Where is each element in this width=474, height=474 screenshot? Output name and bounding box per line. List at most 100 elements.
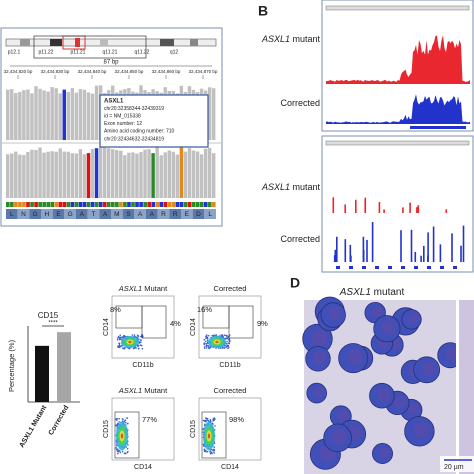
label-text: Corrected [214, 284, 247, 293]
event [203, 450, 206, 452]
event [215, 334, 218, 336]
popup-line: chr20:32434632-32434819 [104, 136, 164, 142]
coverage-bar [115, 150, 119, 198]
codon-box [76, 209, 88, 219]
panel-letter: B [258, 3, 268, 19]
event [212, 420, 214, 422]
nucleotide [159, 202, 164, 207]
coverage-bar [38, 147, 42, 198]
event [226, 344, 228, 346]
event [118, 346, 121, 349]
event [117, 422, 119, 425]
nucleus [371, 306, 383, 318]
event [140, 335, 142, 338]
label-text: mutant [374, 287, 405, 298]
gene-name: ASXL1 [261, 182, 290, 192]
nucleotide [98, 202, 103, 207]
event [213, 449, 216, 452]
coverage-bar [70, 88, 75, 140]
coverage-bar [159, 155, 163, 198]
event [223, 334, 226, 337]
nucleus [377, 387, 391, 402]
event [223, 347, 225, 349]
popup-line: ASXL1 [104, 99, 124, 105]
popup-line: chr20:32358344-32439319 [104, 106, 164, 112]
nucleus [413, 422, 430, 439]
density [215, 340, 219, 344]
event [121, 420, 124, 423]
ideogram-band [190, 39, 198, 46]
popup-line: id = NM_015338 [104, 114, 141, 120]
exon [414, 266, 418, 269]
gene-name: ASXL1 [339, 287, 371, 298]
amino-acid: A [80, 211, 85, 218]
amino-acid: E [56, 211, 61, 218]
coverage-bar [70, 153, 75, 198]
event [225, 334, 227, 337]
event [126, 448, 129, 450]
nucleotide [163, 202, 168, 207]
event [227, 347, 229, 350]
event [121, 344, 123, 347]
event [205, 345, 207, 348]
nucleotide [26, 202, 30, 207]
event [210, 420, 212, 423]
event [203, 342, 205, 344]
coverage-bar [22, 90, 26, 140]
event [116, 419, 118, 421]
nucleotide [10, 202, 14, 207]
nucleotide [143, 202, 147, 207]
codon-box [157, 209, 170, 219]
amino-acid: L [208, 211, 212, 218]
codon-box [192, 209, 205, 219]
coverage-bar [179, 147, 184, 198]
coverage-spike [460, 245, 462, 262]
x-tick-label: ASXL1 Mutant [19, 404, 49, 449]
nucleotide [18, 202, 22, 207]
coverage-bar [10, 89, 14, 140]
coverage-bar [14, 151, 18, 198]
coverage-spike [344, 239, 347, 262]
ideogram [5, 38, 217, 47]
event [227, 338, 230, 341]
event [115, 425, 118, 427]
event [122, 418, 124, 421]
coverage-spike [402, 207, 404, 213]
event [203, 449, 206, 451]
event [209, 419, 212, 421]
gene-name: ASXL1 [118, 284, 142, 293]
event [127, 422, 129, 425]
coverage-spike [332, 197, 335, 213]
coverage-bar [42, 90, 46, 140]
event [127, 450, 129, 453]
event [206, 450, 209, 453]
x-axis-label: CD11b [219, 362, 240, 369]
event [116, 337, 119, 339]
event [206, 417, 209, 420]
codon-box [41, 209, 53, 219]
gate-percent: 16% [197, 305, 212, 314]
nucleotide [6, 202, 10, 207]
nucleotide [106, 202, 111, 207]
nucleotide [127, 202, 131, 207]
event [206, 339, 209, 342]
codon-box [134, 209, 146, 219]
nucleotide [175, 202, 180, 207]
position-label: 32,434,860 bp [152, 69, 181, 74]
exon [401, 266, 405, 269]
gene-name: ASXL1 [118, 386, 142, 395]
event [213, 419, 215, 421]
amino-acid: G [68, 211, 73, 218]
coverage-bar [175, 154, 180, 198]
nucleus [328, 307, 343, 321]
coverage-bar [102, 147, 107, 198]
nucleotide [211, 202, 216, 207]
event [228, 346, 230, 349]
coverage-spike [362, 236, 365, 262]
label-text: mutant [292, 34, 320, 44]
event [226, 336, 228, 338]
nucleotide [82, 202, 87, 207]
event [136, 334, 139, 337]
ideogram-band [100, 39, 108, 46]
coverage-bar [183, 151, 188, 198]
